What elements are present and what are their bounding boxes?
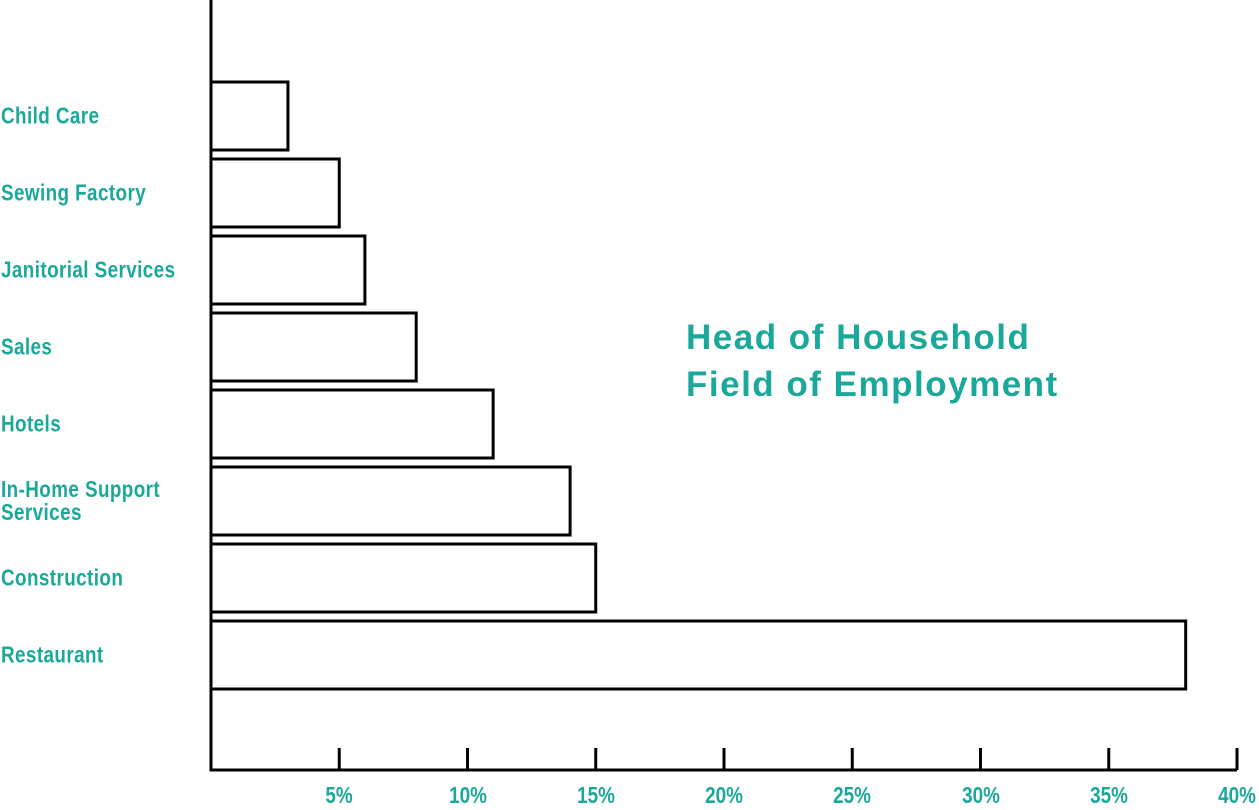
bar <box>209 234 367 306</box>
x-tick-label: 25% <box>833 782 872 808</box>
x-tick-label: 15% <box>576 782 615 808</box>
bar <box>209 465 572 537</box>
x-tick-label: 5% <box>325 782 353 808</box>
x-tick-label: 35% <box>1089 782 1128 808</box>
y-tick-label: Construction <box>1 564 124 591</box>
bar <box>209 311 418 383</box>
bar <box>209 619 1188 691</box>
bar <box>209 542 598 614</box>
y-tick-label: Hotels <box>1 410 62 437</box>
x-tick-label: 30% <box>961 782 1000 808</box>
chart-title: Head of Household Field of Employment <box>686 318 1059 404</box>
y-tick-label: Sales <box>1 333 53 360</box>
y-tick-label: Janitorial Services <box>1 256 176 283</box>
bar <box>209 388 495 460</box>
bar <box>209 157 341 229</box>
bar <box>209 80 290 152</box>
x-tick-label: 40% <box>1218 782 1256 808</box>
y-tick-label: Sewing Factory <box>1 179 147 206</box>
y-tick-label: Restaurant <box>1 641 104 668</box>
x-tick-label: 10% <box>448 782 487 808</box>
y-tick-label: In-Home Support Services <box>1 476 161 525</box>
x-tick-label: 20% <box>705 782 743 808</box>
y-tick-label: Child Care <box>1 102 100 129</box>
